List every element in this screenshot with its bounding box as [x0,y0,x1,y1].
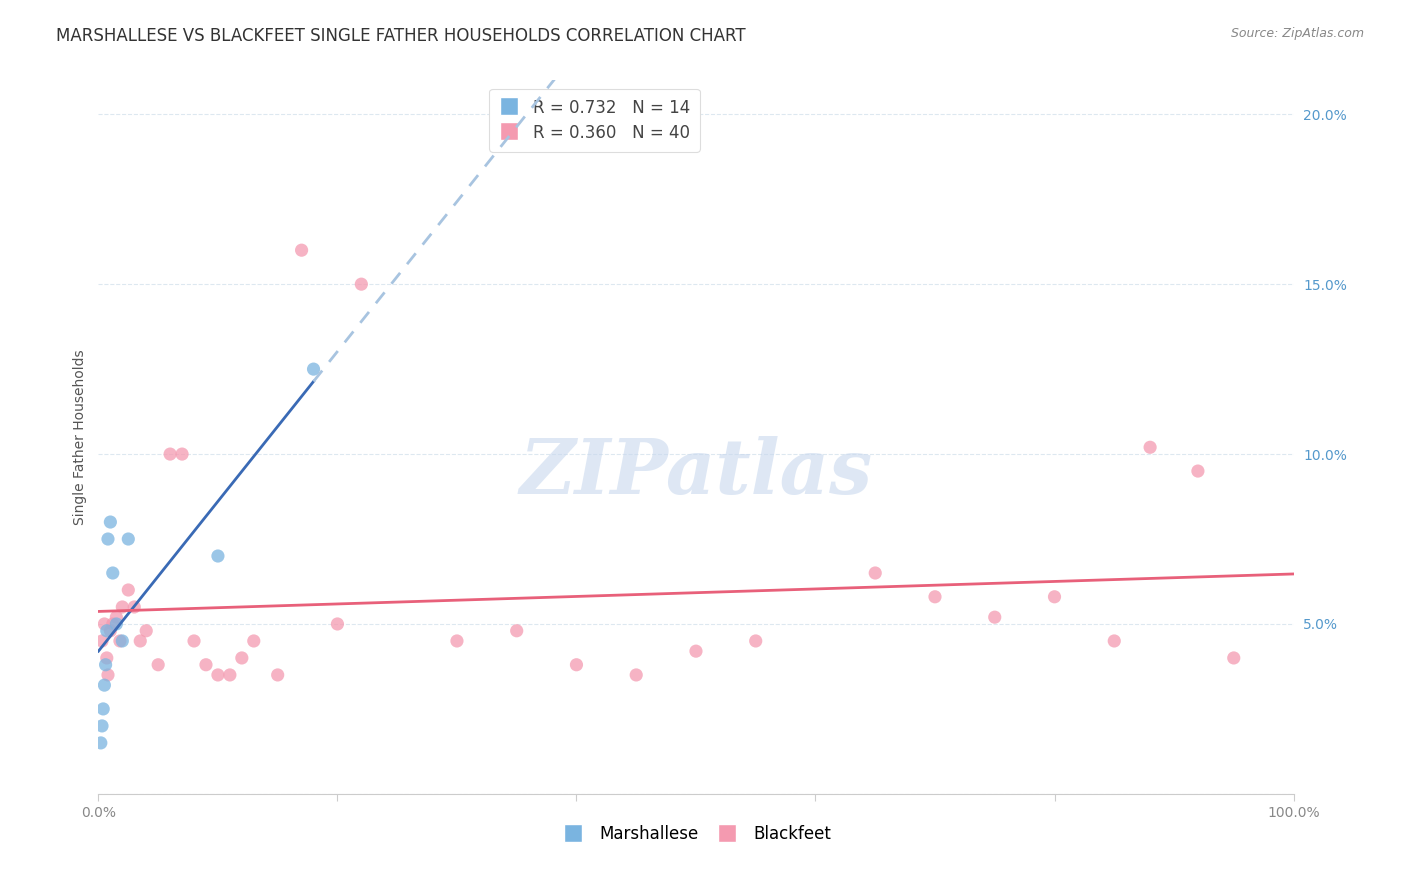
Point [565,657,588,672]
Point [984,610,1007,624]
Point [117,532,139,546]
Point [207,549,229,563]
Point [101,566,124,580]
Point [91,702,114,716]
Point [105,610,128,624]
Point [93,678,115,692]
Point [117,582,139,597]
Point [183,634,205,648]
Point [302,362,325,376]
Point [129,634,152,648]
Point [207,668,229,682]
Y-axis label: Single Father Households: Single Father Households [73,350,87,524]
Point [1223,651,1246,665]
Point [626,668,648,682]
Point [1187,464,1209,478]
Point [195,657,218,672]
Point [97,668,120,682]
Point [135,624,157,638]
Point [148,657,170,672]
Point [219,668,242,682]
Point [111,634,134,648]
Point [865,566,887,580]
Point [1043,590,1066,604]
Point [108,634,131,648]
Point [98,624,122,638]
Point [243,634,266,648]
Point [326,617,349,632]
Text: MARSHALLESE VS BLACKFEET SINGLE FATHER HOUSEHOLDS CORRELATION CHART: MARSHALLESE VS BLACKFEET SINGLE FATHER H… [56,27,745,45]
Point [267,668,290,682]
Point [94,657,117,672]
Point [1139,440,1161,454]
Point [105,617,128,632]
Point [91,634,114,648]
Point [350,277,373,292]
Point [506,624,529,638]
Text: Source: ZipAtlas.com: Source: ZipAtlas.com [1230,27,1364,40]
Legend: Marshallese, Blackfeet: Marshallese, Blackfeet [554,819,838,850]
Point [446,634,468,648]
Point [745,634,768,648]
Point [685,644,707,658]
Point [96,651,118,665]
Point [90,736,112,750]
Point [98,515,122,529]
Point [291,243,314,257]
Point [93,617,115,632]
Point [172,447,194,461]
Point [159,447,181,461]
Point [101,617,124,632]
Point [124,599,146,614]
Point [91,719,114,733]
Text: ZIPatlas: ZIPatlas [519,436,873,509]
Point [96,624,118,638]
Point [111,599,134,614]
Point [1104,634,1126,648]
Point [924,590,946,604]
Point [231,651,253,665]
Point [97,532,120,546]
